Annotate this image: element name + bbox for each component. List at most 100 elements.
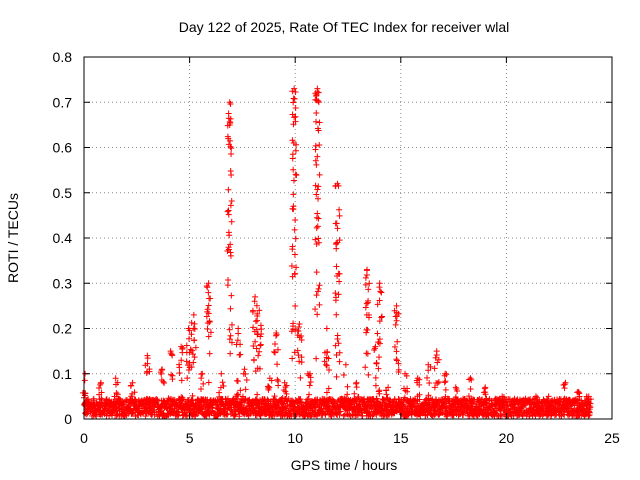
data-point	[146, 366, 153, 373]
data-point	[228, 145, 235, 152]
data-point	[362, 304, 369, 311]
data-point	[288, 328, 295, 335]
data-point	[178, 343, 185, 350]
data-point	[224, 208, 231, 215]
data-point	[168, 402, 175, 409]
data-point	[227, 143, 234, 150]
data-point	[393, 317, 400, 324]
data-point	[450, 404, 457, 411]
data-point	[292, 104, 299, 111]
data-point	[289, 205, 296, 212]
data-point	[363, 329, 370, 336]
data-point	[224, 248, 231, 255]
data-point	[253, 302, 260, 309]
data-point	[312, 142, 319, 149]
data-point	[362, 364, 369, 371]
data-point	[376, 390, 383, 397]
data-point	[375, 365, 382, 372]
data-point	[386, 401, 393, 408]
data-point	[218, 370, 225, 377]
data-point	[414, 393, 421, 400]
data-point	[190, 311, 197, 318]
data-point	[312, 90, 319, 97]
data-point	[353, 379, 360, 386]
x-tick-label: 20	[499, 430, 515, 446]
data-point	[235, 325, 242, 332]
data-point	[200, 380, 207, 387]
data-point	[452, 400, 459, 407]
data-point	[227, 115, 234, 122]
data-point	[174, 413, 181, 420]
data-point	[271, 349, 278, 356]
data-point	[204, 325, 211, 332]
data-point	[373, 395, 380, 402]
data-point	[178, 394, 185, 401]
data-point	[312, 157, 319, 164]
data-point	[340, 412, 347, 419]
data-point	[295, 324, 302, 331]
data-point	[191, 354, 198, 361]
data-point	[114, 379, 121, 386]
data-point	[452, 384, 459, 391]
y-tick-label: 0.1	[53, 366, 73, 382]
data-point	[315, 235, 322, 242]
data-point	[190, 325, 197, 332]
data-point	[557, 397, 564, 404]
data-point	[336, 349, 343, 356]
data-point	[81, 377, 88, 384]
data-point	[351, 399, 358, 406]
data-point	[292, 147, 299, 154]
data-point	[378, 289, 385, 296]
y-tick-label: 0.8	[53, 49, 73, 65]
data-point	[518, 397, 525, 404]
data-point	[314, 288, 321, 295]
data-point	[114, 391, 121, 398]
data-point	[575, 408, 582, 415]
data-point	[307, 379, 314, 386]
data-point	[324, 349, 331, 356]
data-point	[205, 280, 212, 287]
data-point	[185, 366, 192, 373]
data-point	[183, 413, 190, 420]
data-point	[232, 411, 239, 418]
data-point	[425, 361, 432, 368]
data-point	[283, 390, 290, 397]
data-point	[431, 365, 438, 372]
data-point	[358, 409, 365, 416]
data-point	[233, 377, 240, 384]
data-point	[93, 413, 100, 420]
data-point	[316, 282, 323, 289]
data-point	[237, 341, 244, 348]
data-point	[205, 379, 212, 386]
data-point	[290, 166, 297, 173]
data-point	[334, 225, 341, 232]
y-axis-ticks: 0 0.1 0.2 0.3 0.4 0.5 0.6 0.7 0.8	[53, 49, 612, 427]
data-point	[235, 391, 242, 398]
data-point	[376, 318, 383, 325]
data-point	[237, 387, 244, 394]
data-point	[236, 351, 243, 358]
data-point	[564, 401, 571, 408]
data-point	[391, 343, 398, 350]
data-point	[266, 375, 273, 382]
data-point	[98, 395, 105, 402]
data-point	[96, 385, 103, 392]
data-point	[335, 270, 342, 277]
data-point	[256, 307, 263, 314]
data-point	[468, 398, 475, 405]
data-point	[372, 382, 379, 389]
data-point	[442, 393, 449, 400]
data-point	[544, 399, 551, 406]
data-point	[313, 269, 320, 276]
data-point	[298, 333, 305, 340]
x-tick-label: 0	[80, 430, 88, 446]
data-point	[314, 85, 321, 92]
data-point	[443, 405, 450, 412]
data-point	[225, 186, 232, 193]
data-point	[374, 301, 381, 308]
data-point	[293, 264, 300, 271]
data-point	[321, 358, 328, 365]
data-point	[257, 342, 264, 349]
data-point	[265, 386, 272, 393]
data-point	[224, 133, 231, 140]
